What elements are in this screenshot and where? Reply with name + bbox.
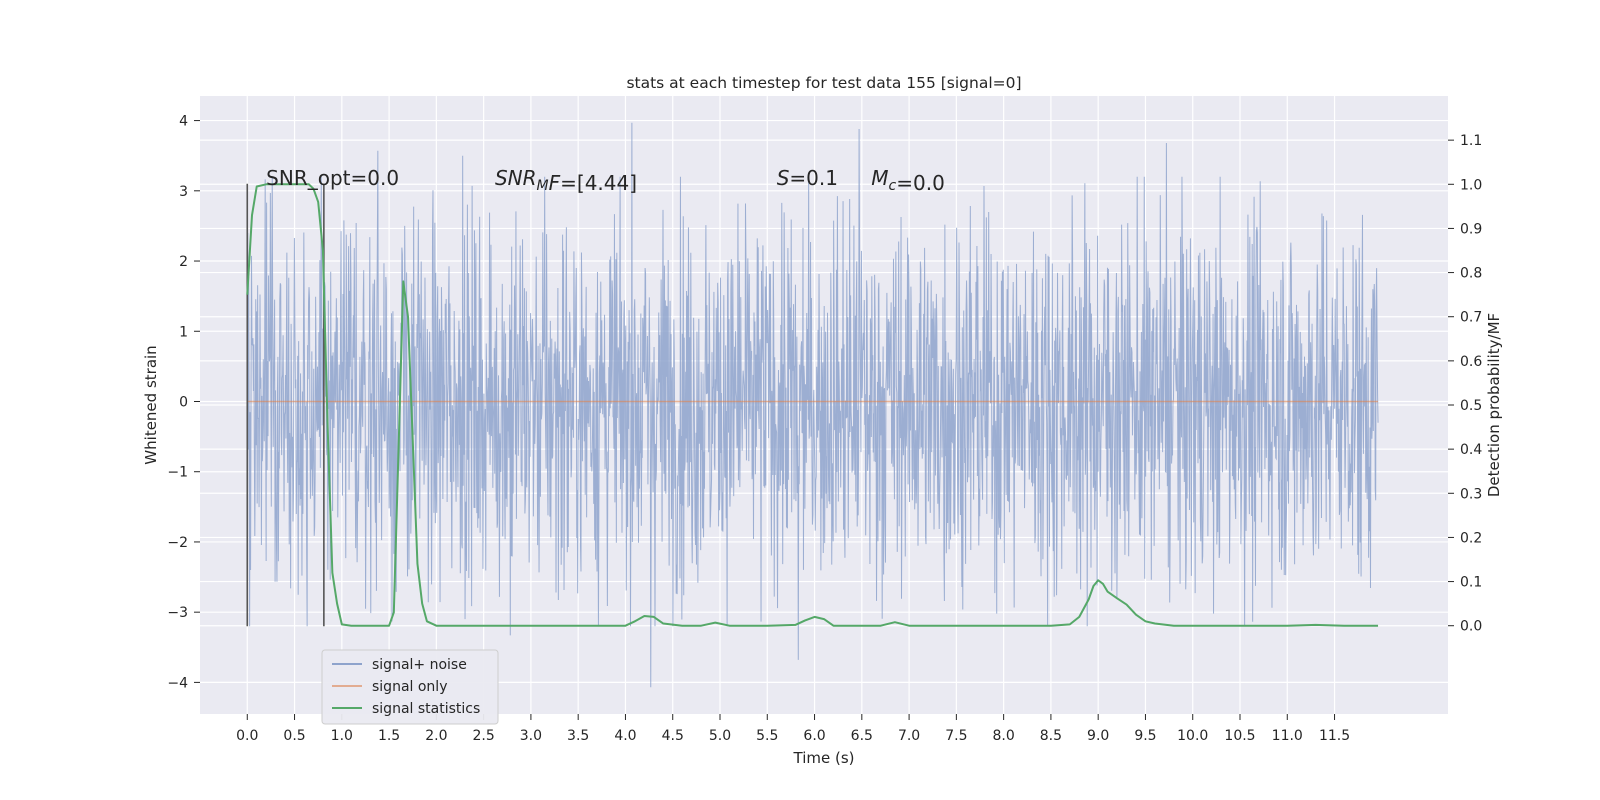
x-tick-label-4: 2.0 (425, 728, 447, 744)
x-tick-label-23: 11.5 (1319, 728, 1350, 744)
x-tick-label-14: 7.0 (898, 728, 920, 744)
x-tick-label-19: 9.5 (1134, 728, 1156, 744)
y2-axis-ticks: 0.0 0.1 0.2 0.3 0.4 0.5 0.6 0.7 0.8 0.9 1.0 1.1 (1448, 133, 1482, 635)
y2-tick-label-1: 0.1 (1460, 575, 1482, 591)
y2-tick-label-6: 0.6 (1460, 354, 1482, 370)
x-tick-label-0: 0.0 (236, 728, 258, 744)
y2-tick-label-2: 0.2 (1460, 530, 1482, 546)
y2-tick-label-7: 0.7 (1460, 310, 1482, 326)
y-tick-label-2: −2 (167, 535, 188, 551)
y2-tick-label-10: 1.0 (1460, 177, 1482, 193)
x-tick-label-12: 6.0 (803, 728, 825, 744)
y-axis-label: Whitened strain (142, 345, 160, 464)
annotation-2: S=0.1 (777, 166, 838, 190)
x-tick-label-3: 1.5 (378, 728, 400, 744)
x-tick-label-5: 2.5 (473, 728, 495, 744)
x-tick-label-17: 8.5 (1040, 728, 1062, 744)
series-signal-statistics (246, 183, 1379, 627)
y-tick-label-7: 3 (179, 184, 188, 200)
x-tick-label-18: 9.0 (1087, 728, 1109, 744)
y2-tick-label-11: 1.1 (1460, 133, 1482, 149)
x-axis-ticks: 0.0 0.5 1.0 1.5 2.0 2.5 3.0 3.5 4.0 4.5 5.0 5.5 6.0 6… (236, 714, 1350, 744)
x-tick-label-13: 6.5 (851, 728, 873, 744)
x-tick-label-7: 3.5 (567, 728, 589, 744)
legend-label-noise: signal+ noise (372, 657, 467, 673)
y-tick-label-0: −4 (167, 675, 188, 691)
annotation-1: SNRMF=[4.44] (495, 166, 637, 195)
y2-tick-label-9: 0.9 (1460, 221, 1482, 237)
x-tick-label-11: 5.5 (756, 728, 778, 744)
chart-title: stats at each timestep for test data 155… (626, 74, 1021, 92)
annotations: SNR_opt=0.0 SNRMF=[4.44] S=0.1 Mc=0.0 (266, 166, 945, 195)
y2-tick-label-4: 0.4 (1460, 442, 1482, 458)
annotation-0: SNR_opt=0.0 (266, 166, 399, 190)
y-tick-label-3: −1 (167, 465, 188, 481)
x-tick-label-2: 1.0 (331, 728, 353, 744)
legend-label-signal: signal only (372, 679, 447, 695)
y2-tick-label-3: 0.3 (1460, 486, 1482, 502)
y-tick-label-1: −3 (167, 605, 188, 621)
x-tick-label-9: 4.5 (662, 728, 684, 744)
x-axis-label: Time (s) (793, 749, 855, 767)
legend: signal+ noise signal only signal statist… (321, 649, 499, 725)
x-tick-label-21: 10.5 (1224, 728, 1255, 744)
y-tick-label-8: 4 (179, 114, 188, 130)
x-tick-label-8: 4.0 (614, 728, 636, 744)
y2-tick-label-5: 0.5 (1460, 398, 1482, 414)
y-tick-label-6: 2 (179, 254, 188, 270)
y-tick-label-4: 0 (179, 394, 188, 410)
x-tick-label-15: 7.5 (945, 728, 967, 744)
x-tick-label-1: 0.5 (283, 728, 305, 744)
y-axis-ticks: −4 −3 −2 −1 0 1 2 3 4 (167, 114, 200, 691)
x-tick-label-22: 11.0 (1272, 728, 1303, 744)
y2-tick-label-0: 0.0 (1460, 619, 1482, 635)
series-signal-noise (246, 122, 1379, 688)
legend-box (321, 649, 499, 725)
x-tick-label-6: 3.0 (520, 728, 542, 744)
y2-axis-label: Detection probability/MF (1485, 313, 1503, 497)
y2-tick-label-8: 0.8 (1460, 266, 1482, 282)
y-tick-label-5: 1 (179, 324, 188, 340)
noise-series-layer (246, 122, 1379, 688)
signal-statistics-layer (246, 183, 1379, 627)
legend-label-stats: signal statistics (372, 701, 480, 717)
x-tick-label-20: 10.0 (1177, 728, 1208, 744)
x-tick-label-16: 8.0 (993, 728, 1015, 744)
x-tick-label-10: 5.0 (709, 728, 731, 744)
annotation-3: Mc=0.0 (871, 166, 945, 195)
